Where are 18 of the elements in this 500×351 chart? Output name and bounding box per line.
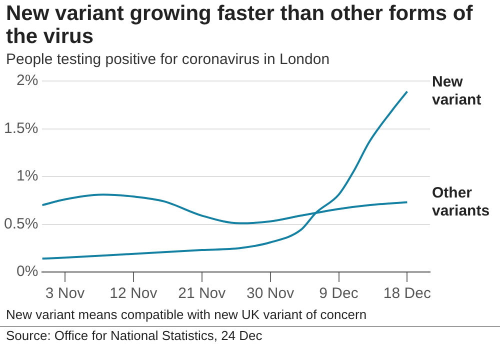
y-tick-label: 0.5% bbox=[4, 215, 38, 232]
series-label: Other variants bbox=[432, 184, 490, 220]
x-tick-label: 3 Nov bbox=[45, 285, 86, 302]
line-series bbox=[42, 90, 408, 260]
x-tick-label: 18 Dec bbox=[383, 285, 432, 302]
source-note: Source: Office for National Statistics, 24 Dec bbox=[0, 326, 500, 344]
x-tick-label: 30 Nov bbox=[246, 285, 295, 302]
text: New variant means compatible with new UK variant of concern bbox=[5, 306, 368, 323]
chart-title: New variant growing faster than other forms of the virus bbox=[5, 1, 474, 48]
y-tick-label: 0% bbox=[16, 263, 38, 280]
y-tick-label: 2% bbox=[16, 72, 38, 90]
series-label: New variant bbox=[432, 74, 482, 109]
chart-subtitle: People testing positive for coronavirus in London bbox=[5, 50, 331, 68]
y-tick-label: 1.5% bbox=[4, 120, 38, 137]
y-tick-label: 1% bbox=[16, 168, 38, 185]
x-tick-label: 21 Nov bbox=[178, 285, 226, 302]
x-tick-label: 12 Nov bbox=[110, 285, 158, 302]
x-tick-label: 9 Dec bbox=[319, 285, 359, 302]
